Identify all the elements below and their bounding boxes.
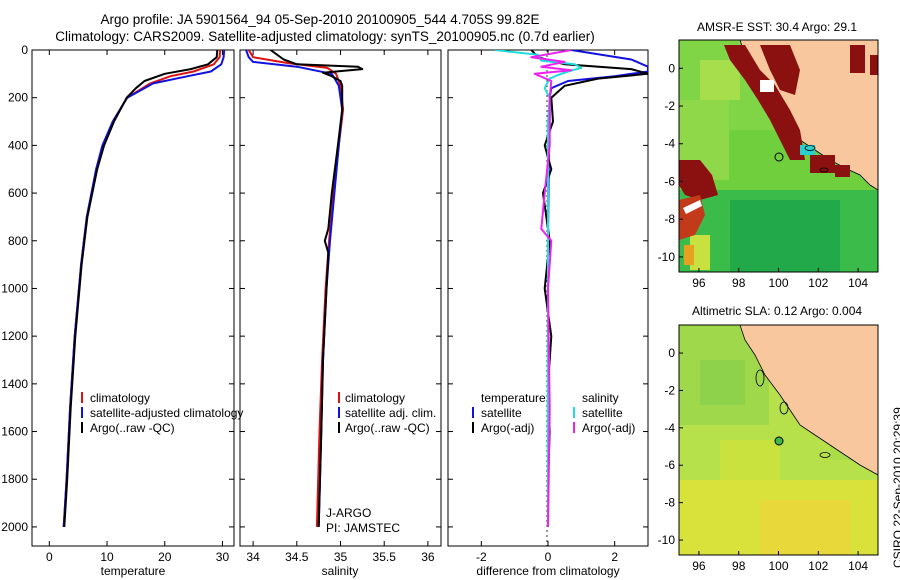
sst-map (678, 39, 879, 273)
salinity-xtick-label: 35.5 (373, 550, 397, 564)
sla-lat-tick-label: -4 (664, 421, 675, 435)
sst-lon-tick-label: 100 (768, 276, 788, 290)
legend-label-climatology: climatology (345, 391, 405, 405)
sla-lat-tick-label: 0 (668, 346, 675, 360)
sla-map (678, 324, 879, 556)
legend-label-climatology: climatology (90, 391, 150, 405)
difference-series-salinity-argo-adj (530, 50, 573, 527)
legend-label-satellite: satellite-adjusted climatology (90, 406, 243, 420)
profile-series (62, 50, 648, 527)
legend-label-argo: Argo(..raw -QC) (90, 421, 175, 435)
sla-lon-tick-label: 98 (732, 559, 746, 573)
sst-lon-tick-label: 104 (848, 276, 868, 290)
depth-tick-label: 1800 (1, 472, 28, 486)
depth-tick-label: 2000 (1, 520, 28, 534)
depth-tick-label: 1200 (1, 329, 28, 343)
legend-heading-salinity: salinity (582, 391, 619, 405)
salinity-xtick-label: 34.5 (285, 550, 309, 564)
sst-map-title: AMSR-E SST: 30.4 Argo: 29.1 (696, 20, 858, 34)
legend-label-satellite: satellite adj. clim. (345, 406, 436, 420)
difference-legend: temperature satellite Argo(-adj) salinit… (472, 391, 635, 435)
temperature-series-group (62, 50, 226, 527)
temperature-series-argo-raw-qc (63, 50, 219, 527)
sla-lat-tick-label: -6 (664, 458, 675, 472)
temperature-axis-label: temperature (101, 564, 166, 578)
temperature-xtick-label: 0 (46, 550, 53, 564)
axis-ticks: 0 10 20 30020040060080010001200140016001800… (1, 43, 648, 564)
depth-tick-label: 1600 (1, 425, 28, 439)
temperature-xtick-label: 10 (100, 550, 114, 564)
legend-label-temp-argo: Argo(-adj) (481, 421, 534, 435)
sumatra-land (740, 325, 878, 475)
difference-axis-label: difference from climatology (476, 564, 619, 578)
sst-lat-tick-label: -6 (664, 174, 675, 188)
salinity-series-argo-raw-qc (270, 50, 364, 527)
sst-lon-tick-label: 98 (732, 276, 746, 290)
salinity-xtick-label: 34 (246, 550, 260, 564)
argo-float-marker (774, 436, 784, 446)
depth-tick-label: 0 (21, 43, 28, 57)
sla-lon-tick-label: 100 (768, 559, 788, 573)
depth-tick-label: 600 (8, 186, 28, 200)
sla-lon-tick-label: 104 (848, 559, 868, 573)
salinity-series-group (245, 50, 364, 527)
sla-map-title: Altimetric SLA: 0.12 Argo: 0.004 (691, 304, 863, 318)
sst-lat-tick-label: 0 (668, 61, 675, 75)
temperature-xtick-label: 20 (158, 550, 172, 564)
temperature-legend: climatology satellite-adjusted climatolo… (81, 391, 243, 435)
sst-lat-tick-label: -4 (664, 137, 675, 151)
depth-tick-label: 800 (8, 234, 28, 248)
legend-label-argo: Argo(..raw -QC) (345, 421, 430, 435)
salinity-axis-label: salinity (322, 564, 359, 578)
sst-lat-tick-label: -8 (664, 212, 675, 226)
difference-xtick-label: 2 (611, 550, 618, 564)
temperature-plot-frame (31, 49, 235, 547)
sla-lat-tick-label: -2 (664, 383, 675, 397)
sla-lon-tick-label: 102 (808, 559, 828, 573)
figure-title-line-1: Argo profile: JA 5901564_94 05-Sep-2010 … (100, 12, 540, 27)
legend-label-temp-satellite: satellite (481, 406, 522, 420)
sst-lon-tick-label: 96 (692, 276, 706, 290)
salinity-xtick-label: 36 (421, 550, 435, 564)
depth-tick-label: 1000 (1, 281, 28, 295)
depth-tick-label: 400 (8, 138, 28, 152)
salinity-xtick-label: 35 (334, 550, 348, 564)
sla-lat-tick-label: -8 (664, 496, 675, 510)
map-axis-ticks: 96 98 100 102 104 0 -2 -4 -6 -8 -10 96 98 100 102 104 0 -… (658, 61, 869, 573)
legend-label-sal-argo: Argo(-adj) (582, 421, 635, 435)
figure-title-line-2: Climatology: CARS2009. Satellite-adjuste… (55, 29, 595, 44)
sla-lat-tick-label: -10 (658, 533, 676, 547)
sst-map-field (679, 40, 878, 272)
sst-lat-tick-label: -2 (664, 99, 675, 113)
sla-lon-tick-label: 96 (692, 559, 706, 573)
legend-label-sal-satellite: satellite (582, 406, 623, 420)
salinity-legend: climatology satellite adj. clim. Argo(..… (326, 391, 436, 535)
sst-lon-tick-label: 102 (808, 276, 828, 290)
sst-lat-tick-label: -10 (658, 250, 676, 264)
float-pi-annotation: PI: JAMSTEC (326, 521, 400, 535)
sla-map-field (679, 325, 878, 555)
temperature-xtick-label: 30 (216, 550, 230, 564)
difference-series-group (494, 50, 648, 527)
argo-float-marker (774, 152, 784, 162)
difference-xtick-label: -2 (476, 550, 487, 564)
depth-tick-label: 200 (8, 91, 28, 105)
depth-tick-label: 1400 (1, 377, 28, 391)
legend-heading-temperature: temperature (481, 391, 546, 405)
float-program-annotation: J-ARGO (326, 506, 371, 520)
difference-xtick-label: 0 (545, 550, 552, 564)
